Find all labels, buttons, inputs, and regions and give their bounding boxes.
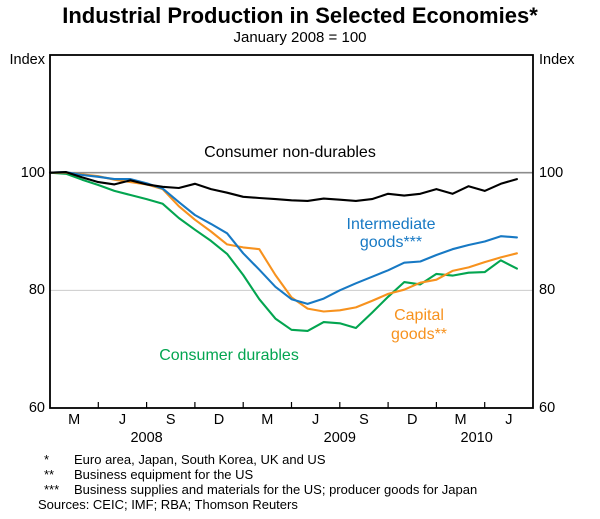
- x-tick-letter: S: [165, 412, 176, 428]
- footnote-marker: *: [44, 452, 50, 467]
- series-label-line: Capital: [394, 307, 444, 324]
- x-tick-letter: D: [407, 412, 418, 428]
- y-tick-label-right-60: 60: [539, 400, 556, 416]
- series-line-intermediate-goods: [48, 171, 518, 305]
- series-line-consumer-non-durables: [48, 171, 518, 202]
- footnotes: * Euro area, Japan, South Korea, UK and …: [38, 452, 594, 512]
- series-line-consumer-durables: [48, 171, 518, 332]
- y-axis-unit-right: Index: [539, 52, 575, 68]
- footnote-row: ** Business equipment for the US: [38, 467, 594, 482]
- plot-frame: [49, 54, 534, 409]
- x-tick-letter: J: [312, 412, 320, 428]
- series-label-line: Intermediate: [346, 216, 436, 233]
- y-axis-unit-left: Index: [9, 52, 45, 68]
- x-year-label: 2008: [130, 430, 163, 446]
- series-label-consumer-durables: Consumer durables: [159, 347, 299, 364]
- x-tick-letter: M: [454, 412, 467, 428]
- y-tick-label-left-100: 100: [20, 164, 45, 181]
- x-tick-letter: S: [359, 412, 369, 428]
- series-label-capital-goods: Capital goods**: [339, 306, 499, 344]
- footnote-text: Euro area, Japan, South Korea, UK and US: [74, 452, 326, 467]
- footnote-text: Business equipment for the US: [74, 467, 254, 482]
- x-year-label: 2010: [460, 430, 493, 446]
- footnote-marker: **: [44, 467, 55, 482]
- footnote-marker: ***: [44, 482, 60, 497]
- series-label-intermediate-goods: Intermediate goods***: [301, 216, 481, 252]
- gridlines: [50, 171, 533, 291]
- y-tick-label-right-80: 80: [539, 282, 556, 299]
- x-tick-letter: J: [118, 412, 127, 428]
- x-tick-letter: M: [261, 412, 274, 428]
- x-tick-letter: M: [68, 412, 81, 428]
- axis-ticks: [97, 402, 486, 408]
- footnote-row: * Euro area, Japan, South Korea, UK and …: [38, 452, 594, 467]
- sources-line: Sources: CEIC; IMF; RBA; Thomson Reuters: [38, 497, 298, 512]
- chart-subtitle: January 2008 = 100: [233, 29, 367, 46]
- series-lines: [48, 171, 518, 332]
- y-tick-label-left-80: 80: [28, 282, 45, 299]
- x-year-label: 2009: [323, 430, 356, 446]
- x-tick-letter: J: [505, 412, 513, 428]
- series-label-line: goods***: [359, 234, 423, 251]
- series-label-consumer-non-durables: Consumer non-durables: [204, 144, 376, 161]
- chart-title: Industrial Production in Selected Econom…: [62, 3, 538, 28]
- y-tick-label-left-60: 60: [28, 400, 45, 416]
- footnote-row: *** Business supplies and materials for …: [38, 482, 594, 497]
- y-tick-label-right-100: 100: [539, 164, 564, 181]
- footnote-text: Business supplies and materials for the …: [74, 482, 478, 497]
- x-tick-letter: D: [213, 412, 225, 428]
- series-label-line: goods**: [390, 326, 448, 343]
